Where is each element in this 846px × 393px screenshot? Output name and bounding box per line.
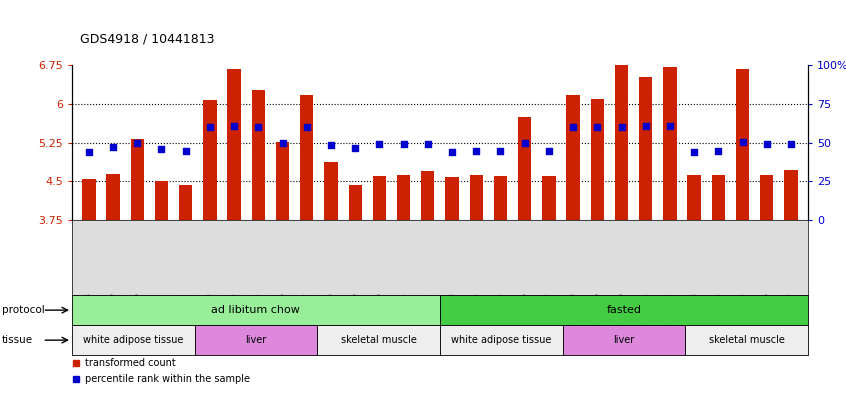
Bar xyxy=(563,325,685,355)
Point xyxy=(179,148,193,154)
Point xyxy=(542,148,556,154)
Point xyxy=(155,146,168,152)
Text: liver: liver xyxy=(613,335,634,345)
Point xyxy=(494,148,508,154)
Point xyxy=(639,123,652,129)
Point xyxy=(82,149,96,155)
Bar xyxy=(107,174,120,220)
Bar xyxy=(494,176,507,220)
Bar xyxy=(421,171,435,220)
Bar xyxy=(195,325,317,355)
Bar xyxy=(203,100,217,220)
Bar xyxy=(685,325,808,355)
Point xyxy=(130,140,144,146)
Bar xyxy=(72,325,195,355)
Text: ad libitum chow: ad libitum chow xyxy=(212,305,300,315)
Text: skeletal muscle: skeletal muscle xyxy=(709,335,784,345)
Point xyxy=(445,149,459,156)
Text: white adipose tissue: white adipose tissue xyxy=(83,335,184,345)
Bar xyxy=(179,185,192,220)
Bar xyxy=(276,142,289,220)
Point xyxy=(736,138,750,145)
Bar xyxy=(228,69,241,220)
Text: fasted: fasted xyxy=(607,305,641,315)
Bar xyxy=(300,95,313,220)
Point xyxy=(687,149,700,155)
Text: skeletal muscle: skeletal muscle xyxy=(341,335,416,345)
Point xyxy=(615,123,629,130)
Bar xyxy=(130,139,144,220)
Point xyxy=(372,141,386,147)
Text: percentile rank within the sample: percentile rank within the sample xyxy=(85,374,250,384)
Text: GDS4918 / 10441813: GDS4918 / 10441813 xyxy=(80,33,215,46)
Bar xyxy=(736,69,750,220)
Text: tissue: tissue xyxy=(2,335,33,345)
Bar xyxy=(397,175,410,220)
Point xyxy=(203,124,217,130)
Point xyxy=(591,123,604,130)
Point xyxy=(566,123,580,130)
Bar xyxy=(349,185,362,220)
Point xyxy=(300,124,314,130)
Point xyxy=(421,141,435,147)
Bar xyxy=(639,77,652,220)
Point xyxy=(251,123,265,130)
Bar xyxy=(155,182,168,220)
Point xyxy=(107,143,120,150)
Text: liver: liver xyxy=(245,335,266,345)
Bar xyxy=(470,175,483,220)
Point xyxy=(397,141,410,147)
Bar xyxy=(591,99,604,220)
Bar xyxy=(542,176,556,220)
Point xyxy=(276,140,289,146)
Point xyxy=(784,141,798,147)
Bar xyxy=(760,174,773,220)
Point xyxy=(711,148,725,154)
Bar xyxy=(445,177,459,220)
Text: white adipose tissue: white adipose tissue xyxy=(451,335,552,345)
Point xyxy=(324,142,338,149)
Bar xyxy=(373,176,386,220)
Point xyxy=(760,141,773,147)
Point xyxy=(470,148,483,154)
Point xyxy=(349,145,362,151)
Bar xyxy=(82,179,96,220)
Text: transformed count: transformed count xyxy=(85,358,175,367)
Bar xyxy=(688,175,700,220)
Bar xyxy=(72,295,440,325)
Bar xyxy=(317,325,440,355)
Point xyxy=(518,140,531,146)
Bar xyxy=(440,295,808,325)
Bar xyxy=(711,175,725,220)
Bar xyxy=(518,117,531,220)
Point xyxy=(663,123,677,129)
Bar xyxy=(663,67,677,220)
Text: protocol: protocol xyxy=(2,305,45,315)
Bar xyxy=(615,64,629,220)
Bar xyxy=(251,90,265,220)
Bar xyxy=(567,95,580,220)
Bar xyxy=(440,325,563,355)
Bar xyxy=(784,170,798,220)
Bar xyxy=(324,162,338,220)
Point xyxy=(228,123,241,129)
